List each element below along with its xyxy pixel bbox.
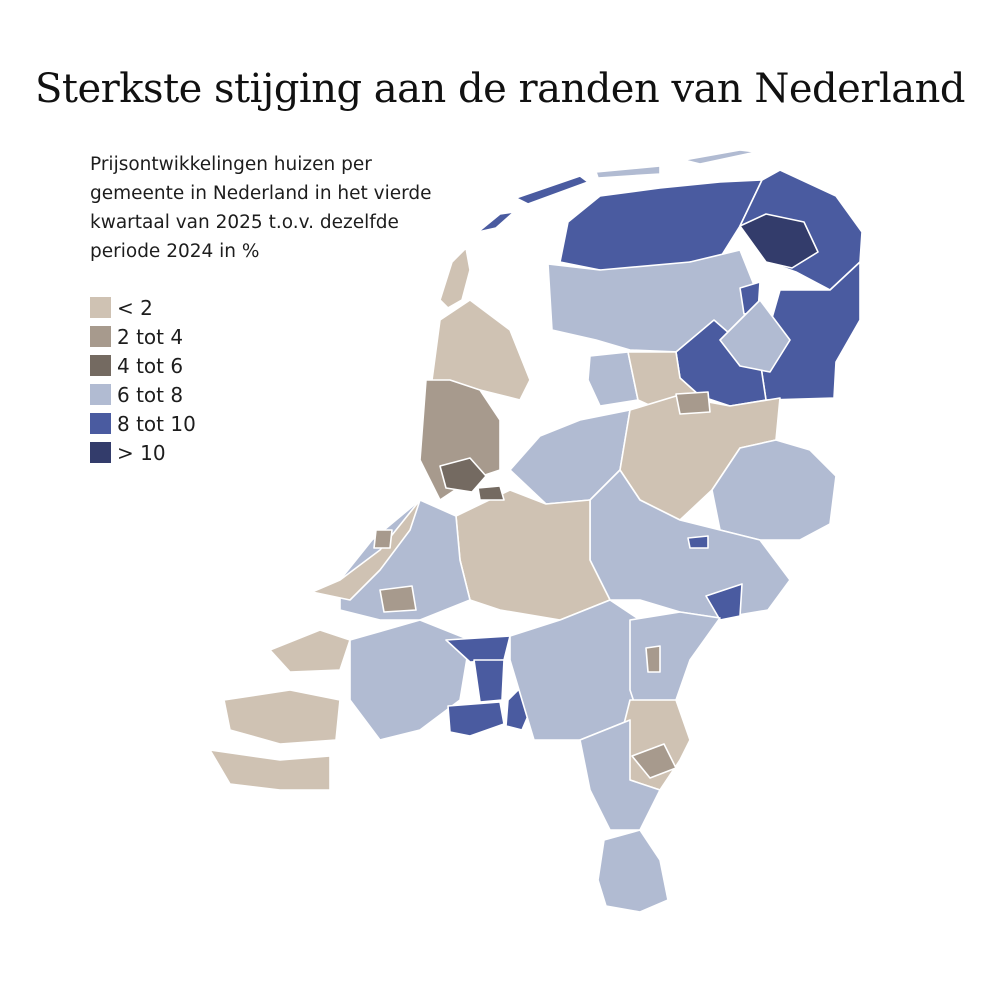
region-achterhoek-blue [705,583,743,621]
region-noordoostpolder [587,351,639,407]
legend-label: < 2 [117,295,153,320]
region-mook [645,645,661,673]
legend-label: 4 tot 6 [117,353,184,378]
legend-swatch [90,384,111,405]
region-east-brabant [629,611,721,721]
region-amsterdam-east [477,485,505,501]
legend-item-8-10: 8 tot 10 [90,409,196,438]
legend-item-6-8: 6 tot 8 [90,380,196,409]
region-ameland [595,165,661,179]
region-utrecht [455,489,611,621]
page-title: Sterkste stijging aan de randen van Nede… [35,66,965,112]
region-zeeland-north [269,629,351,673]
region-zuid-holland-coast [311,499,421,601]
region-texel [439,247,471,309]
region-delft [373,529,393,549]
region-gelderland-blue [687,535,709,549]
legend-item-4-6: 4 tot 6 [90,351,196,380]
legend-label: 6 tot 8 [117,382,184,407]
legend-label: > 10 [117,440,166,465]
legend-label: 8 tot 10 [117,411,196,436]
legend-item-2-4: 2 tot 4 [90,322,196,351]
map-subtitle: Prijsontwikkelingen huizen per gemeente … [90,154,432,262]
legend-swatch [90,413,111,434]
region-zeeuws-vlaanderen [209,749,331,791]
legend-label: 2 tot 4 [117,324,184,349]
region-brabant-blue-2 [473,659,505,703]
region-vlieland [477,211,515,233]
legend-swatch [90,297,111,318]
legend-swatch [90,442,111,463]
legend: < 2 2 tot 4 4 tot 6 6 tot 8 8 tot 10 > 1… [90,293,196,467]
region-groningen-top [739,213,819,269]
region-rijnmond [379,585,417,613]
region-drenthe-mid [719,299,791,373]
region-brabant-blue-3 [447,701,505,737]
region-zuid-holland [339,499,471,621]
legend-swatch [90,326,111,347]
region-west-brabant [349,619,471,741]
legend-swatch [90,355,111,376]
region-amsterdam [439,457,487,493]
region-zwolle-dark [675,391,711,415]
region-venlo [631,743,677,779]
region-zeeland-walcheren [223,689,341,745]
region-zuid-limburg [597,829,669,913]
region-midden-limburg [579,719,661,831]
legend-item-gt10: > 10 [90,438,196,467]
legend-item-lt2: < 2 [90,293,196,322]
region-terschelling [515,175,589,205]
region-schiermonnikoog [683,149,757,165]
